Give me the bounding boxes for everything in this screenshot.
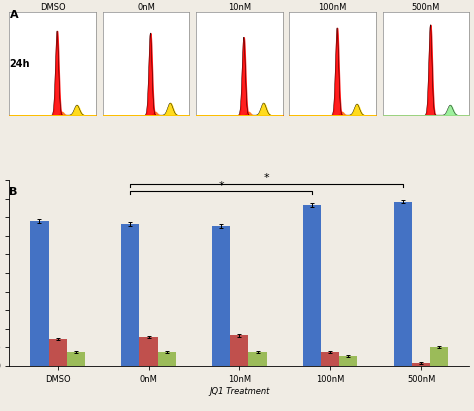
Bar	[139, 337, 157, 366]
Text: *: *	[264, 173, 269, 183]
Bar	[212, 226, 230, 366]
Bar	[430, 347, 448, 366]
Bar	[48, 339, 67, 366]
Bar	[412, 363, 430, 366]
Text: 24h: 24h	[9, 59, 30, 69]
X-axis label: JQ1 Treatment: JQ1 Treatment	[209, 387, 270, 396]
Bar	[157, 352, 176, 366]
Text: B: B	[9, 187, 18, 197]
Bar	[394, 202, 412, 366]
Text: *: *	[219, 181, 224, 191]
Bar	[248, 352, 267, 366]
Bar	[30, 221, 48, 366]
Bar	[67, 352, 85, 366]
Title: 500nM: 500nM	[412, 2, 440, 12]
Bar	[121, 224, 139, 366]
Title: 0nM: 0nM	[137, 2, 155, 12]
Title: 100nM: 100nM	[319, 2, 347, 12]
Title: 10nM: 10nM	[228, 2, 251, 12]
Bar	[321, 352, 339, 366]
Bar	[303, 206, 321, 366]
Bar	[339, 356, 357, 366]
Bar	[230, 335, 248, 366]
Title: DMSO: DMSO	[40, 2, 65, 12]
Text: A: A	[9, 10, 18, 20]
